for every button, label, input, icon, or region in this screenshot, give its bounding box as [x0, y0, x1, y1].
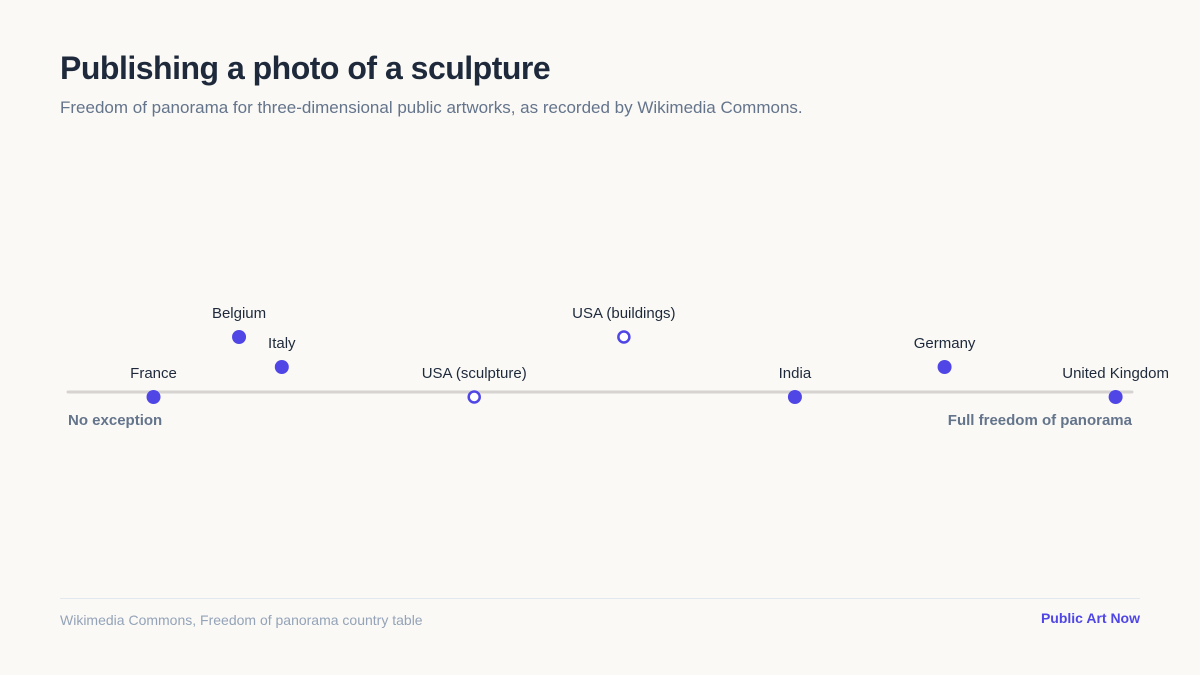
point-label-usa-buildings: USA (buildings): [572, 305, 675, 322]
point-label-belgium: Belgium: [212, 305, 266, 322]
point-united-kingdom: [1108, 390, 1123, 404]
footer-divider: [60, 598, 1140, 599]
page-title: Publishing a photo of a sculpture: [60, 50, 551, 86]
brand-link[interactable]: Public Art Now: [1040, 610, 1140, 626]
point-usa-buildings: [617, 330, 631, 344]
point-usa-sculpture: [467, 390, 481, 404]
point-germany: [937, 360, 952, 374]
point-label-france: France: [130, 365, 177, 382]
point-label-usa-sculpture: USA (sculpture): [422, 365, 527, 382]
axis-right-label: Full freedom of panorama: [948, 412, 1133, 429]
point-label-germany: Germany: [914, 335, 976, 352]
source-note: Wikimedia Commons, Freedom of panorama c…: [60, 612, 423, 628]
point-label-united-kingdom: United Kingdom: [1062, 365, 1169, 382]
point-label-india: India: [779, 365, 812, 382]
point-italy: [274, 360, 289, 374]
page-subtitle: Freedom of panorama for three-dimensiona…: [60, 98, 803, 117]
point-france: [146, 390, 161, 404]
point-belgium: [232, 330, 247, 344]
point-india: [787, 390, 802, 404]
axis-left-label: No exception: [68, 412, 162, 429]
point-label-italy: Italy: [268, 335, 296, 352]
